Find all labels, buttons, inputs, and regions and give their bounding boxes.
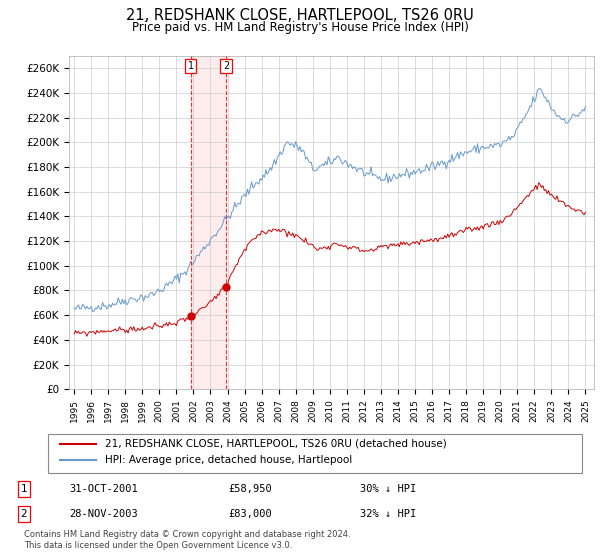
- Text: £83,000: £83,000: [228, 509, 272, 519]
- Text: 32% ↓ HPI: 32% ↓ HPI: [360, 509, 416, 519]
- Text: 21, REDSHANK CLOSE, HARTLEPOOL, TS26 0RU: 21, REDSHANK CLOSE, HARTLEPOOL, TS26 0RU: [126, 8, 474, 24]
- Text: 28-NOV-2003: 28-NOV-2003: [69, 509, 138, 519]
- Text: £58,950: £58,950: [228, 484, 272, 494]
- Text: 2: 2: [223, 61, 229, 71]
- Text: This data is licensed under the Open Government Licence v3.0.: This data is licensed under the Open Gov…: [24, 541, 292, 550]
- Text: 2: 2: [20, 509, 28, 519]
- Text: 1: 1: [20, 484, 28, 494]
- Text: 30% ↓ HPI: 30% ↓ HPI: [360, 484, 416, 494]
- Text: HPI: Average price, detached house, Hartlepool: HPI: Average price, detached house, Hart…: [105, 455, 352, 465]
- Text: Contains HM Land Registry data © Crown copyright and database right 2024.: Contains HM Land Registry data © Crown c…: [24, 530, 350, 539]
- Text: Price paid vs. HM Land Registry's House Price Index (HPI): Price paid vs. HM Land Registry's House …: [131, 21, 469, 34]
- Text: 31-OCT-2001: 31-OCT-2001: [69, 484, 138, 494]
- Text: 21, REDSHANK CLOSE, HARTLEPOOL, TS26 0RU (detached house): 21, REDSHANK CLOSE, HARTLEPOOL, TS26 0RU…: [105, 438, 447, 449]
- Text: 1: 1: [187, 61, 194, 71]
- Bar: [191, 56, 226, 389]
